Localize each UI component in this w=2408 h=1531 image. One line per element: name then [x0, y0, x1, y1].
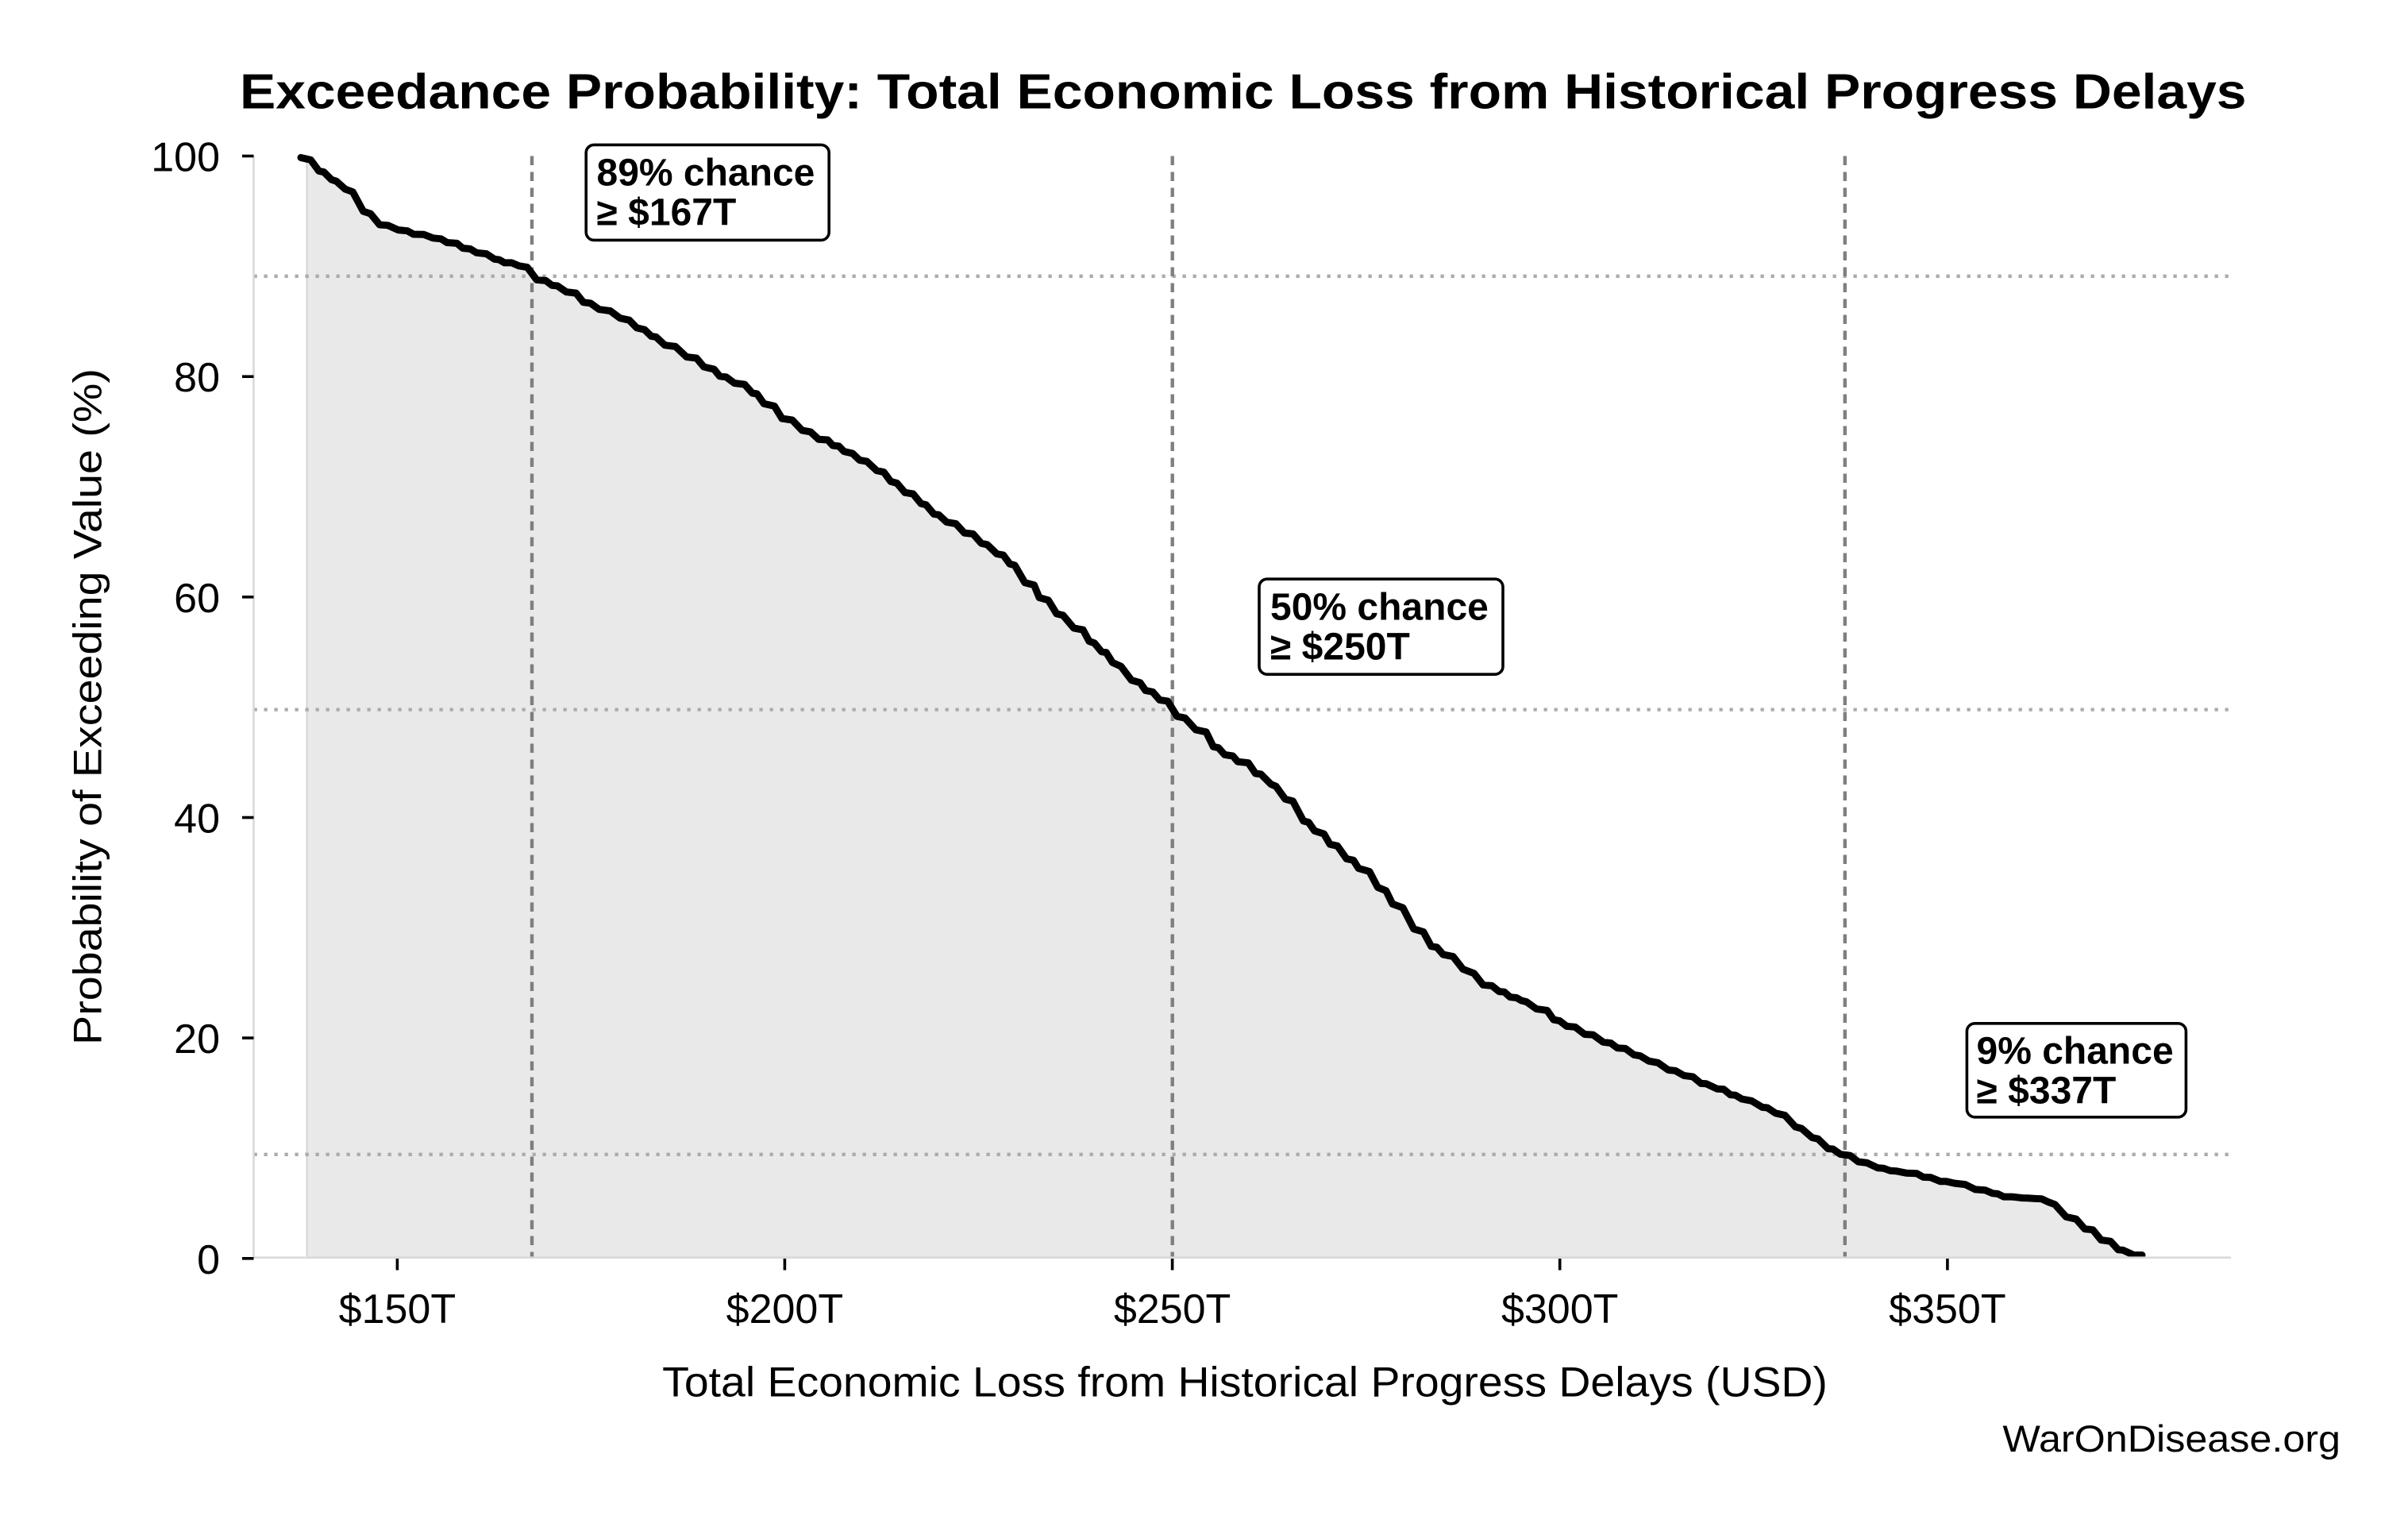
svg-text:$200T: $200T [726, 1286, 843, 1332]
svg-text:9% chance: 9% chance [1977, 1030, 2174, 1072]
svg-text:≥ $250T: ≥ $250T [1270, 626, 1410, 668]
svg-text:≥ $167T: ≥ $167T [597, 191, 737, 233]
svg-text:89% chance: 89% chance [597, 152, 815, 194]
svg-text:40: 40 [174, 796, 220, 843]
svg-text:WarOnDisease.org: WarOnDisease.org [2002, 1418, 2341, 1460]
svg-text:0: 0 [197, 1237, 220, 1283]
svg-text:100: 100 [151, 135, 220, 181]
svg-text:Total Economic Loss from Histo: Total Economic Loss from Historical Prog… [662, 1359, 1828, 1406]
svg-text:20: 20 [174, 1016, 220, 1062]
svg-text:50% chance: 50% chance [1270, 586, 1489, 628]
svg-text:$150T: $150T [339, 1286, 456, 1332]
svg-text:Probability of Exceeding Value: Probability of Exceeding Value (%) [66, 368, 110, 1045]
svg-text:$350T: $350T [1889, 1286, 2005, 1332]
svg-text:80: 80 [174, 355, 220, 401]
svg-text:60: 60 [174, 576, 220, 622]
svg-text:Exceedance Probability: Total: Exceedance Probability: Total Economic L… [240, 64, 2247, 119]
svg-text:$250T: $250T [1114, 1286, 1231, 1332]
svg-text:≥ $337T: ≥ $337T [1977, 1070, 2117, 1112]
svg-text:$300T: $300T [1501, 1286, 1618, 1332]
